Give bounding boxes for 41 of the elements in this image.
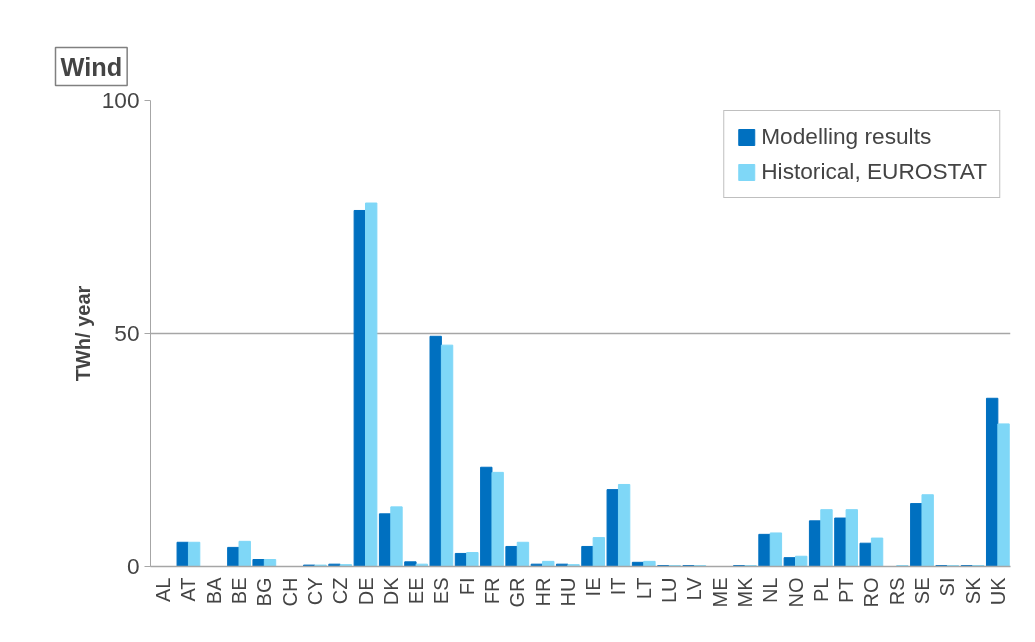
x-tick-label: SI [936,577,959,597]
x-tick-label: DK [379,576,402,606]
x-tick-label: LV [683,576,706,601]
x-tick-label: HU [556,577,579,607]
legend-label: Modelling results [761,123,932,150]
y-tick-label: 50 [114,320,140,346]
x-tick-label: BA [202,576,225,605]
x-tick-label: SE [910,577,933,605]
x-tick-label: NO [784,577,807,608]
y-tick-label: 100 [101,87,140,113]
x-tick-label: MK [733,576,756,608]
x-tick-label: AT [177,577,200,602]
x-tick-label: PL [809,577,832,602]
y-tick-label: 0 [126,553,140,579]
x-tick-label: PT [835,577,858,604]
x-tick-label: CY [303,577,326,606]
x-tick-label: BE [228,577,251,605]
x-tick-label: IE [582,577,605,597]
chart-title: Wind [60,52,123,81]
legend-label: Historical, EUROSTAT [761,158,987,185]
x-tick-label: DE [354,577,377,606]
x-tick-label: EE [405,577,428,605]
x-tick-label: CZ [329,577,352,605]
x-tick-label: FR [480,577,503,605]
x-tick-label: RO [860,577,883,608]
x-tick-label: ES [430,577,453,605]
x-tick-label: HR [531,577,554,607]
x-tick-label: LT [632,577,655,600]
x-tick-label: CH [278,577,301,607]
x-tick-label: GR [506,577,529,608]
x-tick-label: FI [455,577,478,596]
x-tick-label: AL [152,577,175,602]
x-tick-label: SK [961,576,984,605]
x-tick-label: ME [708,577,731,608]
x-tick-label: LU [658,577,681,604]
x-tick-label: NL [759,577,782,604]
x-tick-label: UK [986,576,1009,606]
x-tick-label: IT [607,577,630,596]
y-axis-title: TWh/ year [71,285,94,382]
x-tick-label: BG [253,577,276,607]
x-tick-label: RS [885,577,908,606]
